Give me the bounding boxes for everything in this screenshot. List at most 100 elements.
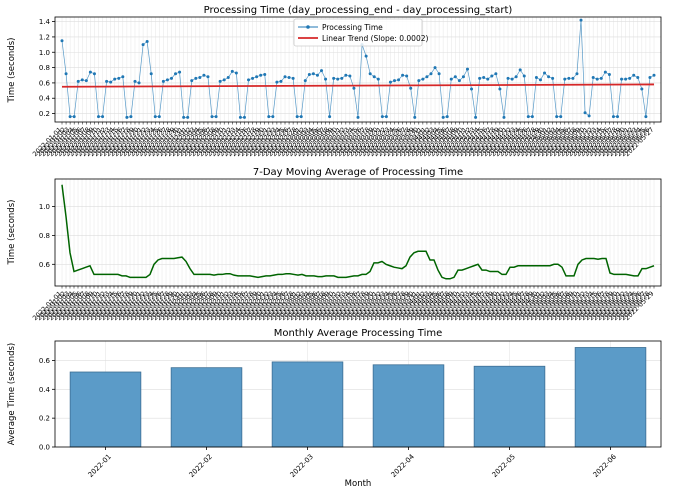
chart-title: Processing Time (day_processing_end - da… xyxy=(204,5,513,16)
data-point xyxy=(336,77,340,81)
data-point xyxy=(616,115,620,119)
moving-average-line xyxy=(61,184,655,280)
data-point xyxy=(445,115,449,119)
data-point xyxy=(555,115,559,119)
plot-frame xyxy=(54,340,662,448)
bar-2022-03 xyxy=(271,361,344,448)
data-point xyxy=(640,87,644,91)
data-point xyxy=(502,115,506,119)
data-point xyxy=(559,115,563,119)
data-point xyxy=(583,111,587,115)
data-point xyxy=(222,78,226,82)
data-point xyxy=(474,115,478,119)
data-point xyxy=(636,76,640,80)
data-point xyxy=(295,115,299,119)
data-point xyxy=(421,77,425,81)
data-point xyxy=(482,76,486,80)
data-point xyxy=(526,115,530,119)
data-point xyxy=(595,77,599,81)
data-point xyxy=(534,76,538,80)
data-point xyxy=(210,115,214,119)
data-point xyxy=(263,72,267,76)
data-point xyxy=(522,74,526,78)
data-point xyxy=(551,76,555,80)
bars xyxy=(69,347,647,448)
data-point xyxy=(271,115,275,119)
y-tick-label: 0.0 xyxy=(39,444,50,452)
data-point xyxy=(303,79,307,83)
bar-2022-05 xyxy=(473,365,546,448)
data-point xyxy=(320,69,324,73)
data-point xyxy=(92,72,96,76)
data-point xyxy=(344,73,348,77)
data-point xyxy=(234,71,238,75)
data-point xyxy=(538,78,542,82)
data-point xyxy=(644,115,648,119)
bar-2022-01 xyxy=(69,371,142,448)
data-point xyxy=(571,76,575,80)
data-point xyxy=(275,80,279,84)
bar-2022-02 xyxy=(170,367,243,448)
y-tick-label: 0.6 xyxy=(39,79,51,87)
data-point xyxy=(226,76,230,80)
data-point xyxy=(441,115,445,119)
data-point xyxy=(328,115,332,119)
data-point xyxy=(648,76,652,80)
data-point xyxy=(157,115,161,119)
data-point xyxy=(218,79,222,83)
data-point xyxy=(376,77,380,81)
data-point xyxy=(433,66,437,70)
data-point xyxy=(68,115,72,119)
data-point xyxy=(60,39,64,43)
data-point xyxy=(96,115,100,119)
data-point xyxy=(133,79,137,83)
data-point xyxy=(591,76,595,80)
data-point xyxy=(206,75,210,79)
data-point xyxy=(417,79,421,83)
y-tick-label: 0.4 xyxy=(39,95,51,103)
y-tick-label: 0.2 xyxy=(39,110,50,118)
y-tick-label: 0.6 xyxy=(39,357,51,365)
data-point xyxy=(174,72,178,76)
data-point xyxy=(287,76,291,80)
data-point xyxy=(628,76,632,80)
legend-label-processing: Processing Time xyxy=(322,23,383,32)
legend-label-trend: Linear Trend (Slope: 0.0002) xyxy=(322,34,428,43)
data-point xyxy=(299,115,303,119)
data-point xyxy=(178,70,182,74)
data-point xyxy=(510,77,514,81)
data-point xyxy=(352,86,356,90)
y-tick-labels: 0.2 0.4 0.6 0.8 1.0 1.2 1.4 xyxy=(39,18,55,118)
data-point xyxy=(380,115,384,119)
data-point xyxy=(251,76,255,80)
data-point xyxy=(490,74,494,78)
legend: Processing Time Linear Trend (Slope: 0.0… xyxy=(293,18,428,47)
grid xyxy=(55,179,661,286)
data-point xyxy=(397,78,401,82)
data-point xyxy=(141,43,145,47)
y-tick-label: 1.0 xyxy=(39,203,50,211)
data-point xyxy=(530,115,534,119)
data-point xyxy=(238,115,242,119)
data-point xyxy=(129,115,133,119)
data-point xyxy=(324,77,328,81)
data-point xyxy=(372,75,376,79)
y-tick-label: 0.8 xyxy=(39,64,50,72)
data-point xyxy=(405,74,409,78)
data-point xyxy=(113,77,117,81)
data-point xyxy=(599,76,603,80)
data-point xyxy=(611,115,615,119)
data-point xyxy=(409,86,413,90)
chart-title: Monthly Average Processing Time xyxy=(274,328,443,339)
plot-frame xyxy=(54,178,662,287)
data-point xyxy=(125,115,129,119)
data-point xyxy=(230,69,234,73)
data-point xyxy=(88,70,92,74)
data-point xyxy=(429,72,433,76)
panel-moving-average: 7-Day Moving Average of Processing Time … xyxy=(7,167,662,322)
data-point xyxy=(80,78,84,82)
data-point xyxy=(486,77,490,81)
data-point xyxy=(518,68,522,72)
y-tick-labels: 0.0 0.2 0.4 0.6 xyxy=(39,357,55,452)
data-point xyxy=(465,67,469,71)
